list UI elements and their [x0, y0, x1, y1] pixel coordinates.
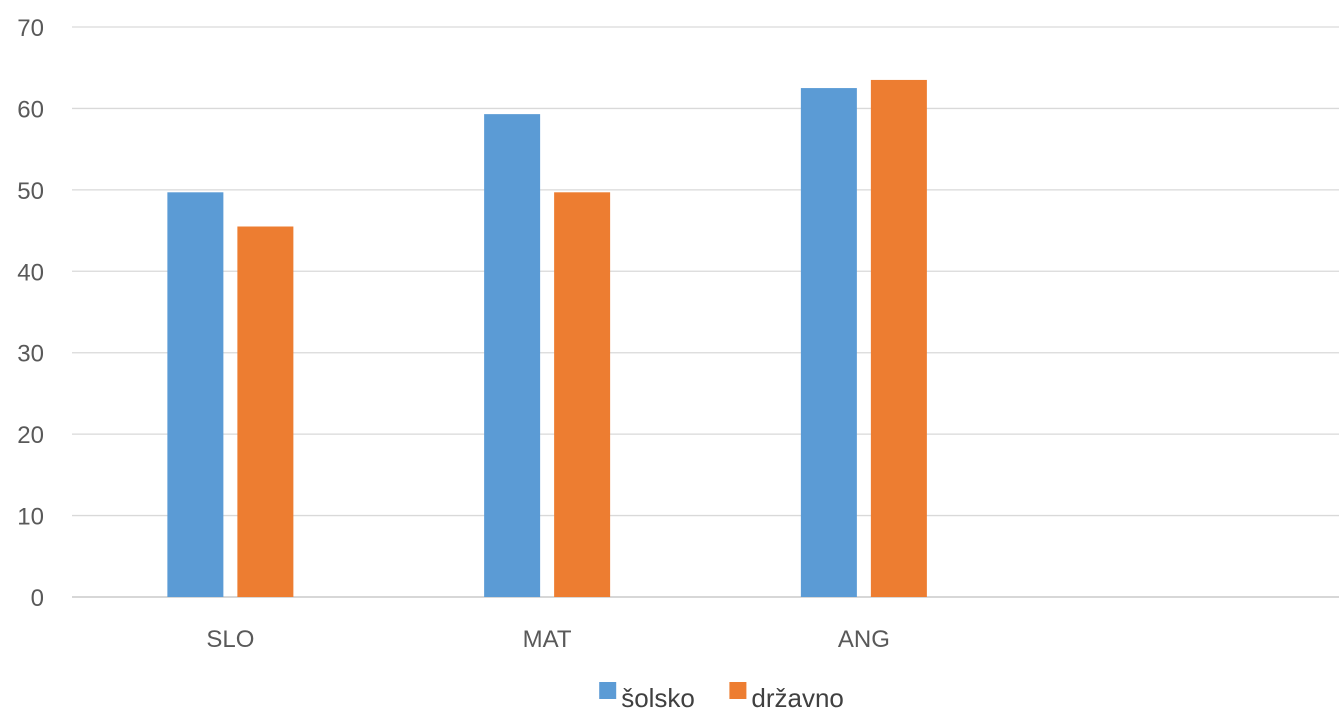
y-tick-label: 20 — [17, 422, 44, 449]
y-tick-label: 0 — [31, 585, 44, 612]
bar-mat-1 — [554, 192, 611, 598]
bar-slo-0 — [167, 192, 224, 598]
legend-label: šolsko — [621, 683, 695, 713]
bar-mat-0 — [484, 114, 541, 597]
y-tick-label: 40 — [17, 259, 44, 286]
legend: šolsko državno — [599, 682, 844, 713]
legend-swatch — [729, 682, 747, 699]
bars — [167, 79, 927, 598]
y-tick-label: 50 — [17, 178, 44, 205]
y-tick-label: 10 — [17, 504, 44, 531]
y-axis-tick-labels: 0 10 20 30 40 50 60 70 — [17, 15, 44, 612]
x-tick-label: ANG — [838, 626, 890, 653]
y-tick-label: 70 — [17, 15, 44, 42]
y-tick-label: 60 — [17, 96, 44, 123]
legend-label: državno — [751, 683, 844, 713]
bar-slo-1 — [237, 226, 294, 597]
x-tick-label: MAT — [523, 626, 572, 653]
legend-swatch — [599, 682, 617, 699]
x-axis-tick-labels: SLO MAT ANG — [206, 626, 890, 653]
x-tick-label: SLO — [206, 626, 254, 653]
bar-ang-1 — [870, 79, 927, 597]
bar-ang-0 — [800, 88, 857, 598]
y-tick-label: 30 — [17, 341, 44, 368]
